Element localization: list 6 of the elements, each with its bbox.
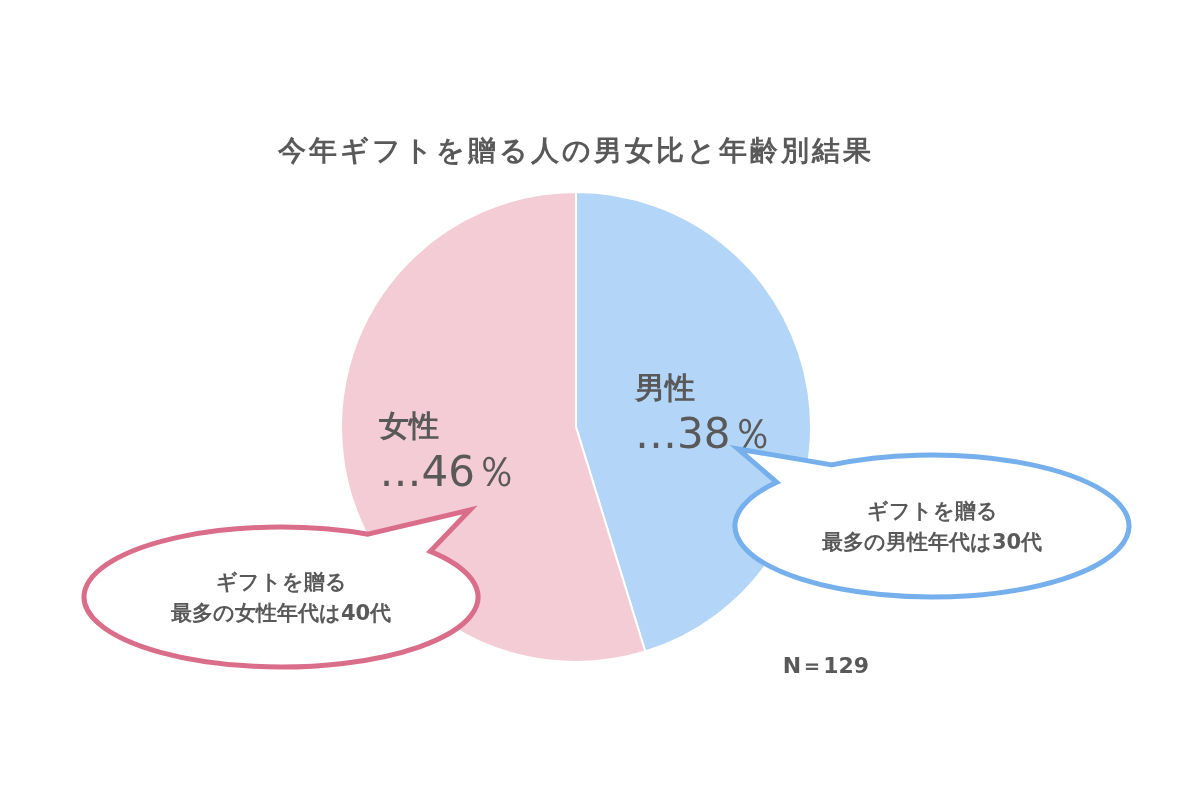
annotation: ギフトを贈る — [215, 569, 347, 594]
annotation: ギフトを贈る — [866, 498, 998, 523]
title: 今年ギフトを贈る人の男女比と年齢別結果 — [278, 134, 874, 167]
annotation: 最多の男性年代は30代 — [821, 529, 1043, 554]
annotation: N＝129 — [782, 653, 870, 678]
annotation: 最多の女性年代は40代 — [170, 600, 392, 625]
